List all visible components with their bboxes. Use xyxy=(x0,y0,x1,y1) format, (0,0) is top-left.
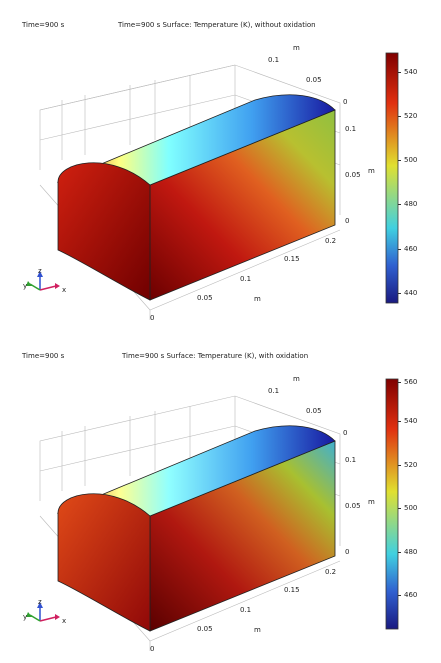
tick-right-0: 0.1 xyxy=(345,125,357,133)
tick-right-2: 0 xyxy=(345,217,350,225)
tick-right-0: 0.1 xyxy=(345,456,357,464)
tick-bottom-right-1: 0.15 xyxy=(284,586,300,594)
triad-x-label: x xyxy=(62,286,67,294)
tick-bottom-left-1: 0 xyxy=(150,314,155,322)
plot-title: Time=900 s Surface: Temperature (K), wit… xyxy=(118,21,316,29)
tick-bottom-left-0: 0.05 xyxy=(197,625,213,633)
axes-triad xyxy=(26,271,60,291)
colorbar-tick-1: 540 xyxy=(404,417,418,425)
tick-bottom-right-1: 0.15 xyxy=(284,255,300,263)
tick-bottom-left-0: 0.05 xyxy=(197,294,213,302)
axis-unit-top: m xyxy=(293,375,300,383)
colorbar-tick-3: 480 xyxy=(404,200,418,208)
axis-unit-right: m xyxy=(368,498,375,506)
panel-with-oxidation: Time=900 s Time=900 s Surface: Temperatu… xyxy=(0,331,441,662)
colorbar-tick-5: 460 xyxy=(404,591,418,599)
colorbar-tick-0: 540 xyxy=(404,68,418,76)
tick-right-1: 0.05 xyxy=(345,171,361,179)
tick-top-1: 0.05 xyxy=(306,407,322,415)
tick-bottom-right-0: 0.2 xyxy=(325,568,337,576)
plot-title: Time=900 s Surface: Temperature (K), wit… xyxy=(122,352,309,360)
triad-z-label: z xyxy=(38,598,42,606)
axis-unit-top: m xyxy=(293,44,300,52)
end-face xyxy=(57,493,151,632)
tick-bottom-right-2: 0.1 xyxy=(240,606,252,614)
tick-top-2: 0 xyxy=(343,429,348,437)
colorbar-tick-3: 500 xyxy=(404,504,418,512)
tick-right-1: 0.05 xyxy=(345,502,361,510)
axes-triad xyxy=(26,602,60,622)
time-label: Time=900 s xyxy=(22,352,65,360)
end-face xyxy=(57,162,151,301)
tick-top-1: 0.05 xyxy=(306,76,322,84)
colorbar-tick-1: 520 xyxy=(404,112,418,120)
colorbar-tick-5: 440 xyxy=(404,289,418,297)
3d-plot[interactable] xyxy=(0,0,441,331)
3d-plot[interactable] xyxy=(0,331,441,662)
tick-right-2: 0 xyxy=(345,548,350,556)
colorbar-tick-0: 560 xyxy=(404,378,418,386)
tick-bottom-right-2: 0.1 xyxy=(240,275,252,283)
tick-top-2: 0 xyxy=(343,98,348,106)
colorbar-tick-4: 460 xyxy=(404,245,418,253)
triad-z-label: z xyxy=(38,267,42,275)
colorbar-tick-2: 500 xyxy=(404,156,418,164)
panel-without-oxidation: Time=900 s Time=900 s Surface: Temperatu… xyxy=(0,0,441,331)
triad-y-label: y xyxy=(23,282,28,290)
tick-bottom-left-1: 0 xyxy=(150,645,155,653)
triad-y-label: y xyxy=(23,613,28,621)
triad-x-label: x xyxy=(62,617,67,625)
tick-top-0: 0.1 xyxy=(268,56,280,64)
axis-unit-bottom: m xyxy=(254,295,261,303)
tick-bottom-right-0: 0.2 xyxy=(325,237,337,245)
colorbar-tick-2: 520 xyxy=(404,461,418,469)
tick-top-0: 0.1 xyxy=(268,387,280,395)
axis-unit-bottom: m xyxy=(254,626,261,634)
colorbar-tick-4: 480 xyxy=(404,548,418,556)
time-label: Time=900 s xyxy=(22,21,65,29)
axis-unit-right: m xyxy=(368,167,375,175)
